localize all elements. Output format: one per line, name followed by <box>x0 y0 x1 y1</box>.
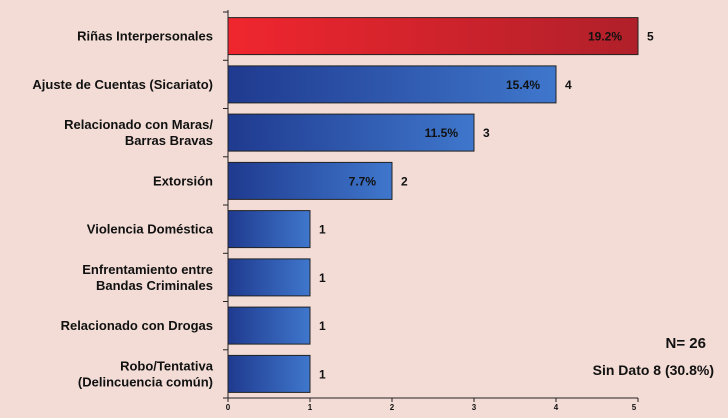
count-label: 4 <box>565 78 572 92</box>
category-label: Relacionado con Maras/Barras Bravas <box>64 117 213 148</box>
percent-label: 11.5% <box>425 126 459 140</box>
count-label: 2 <box>401 174 408 188</box>
x-tick-label: 0 <box>226 403 231 412</box>
category-label: Relacionado con Drogas <box>61 318 213 333</box>
missing-data-note: Sin Dato 8 (30.8%) <box>592 362 714 378</box>
category-label: Riñas Interpersonales <box>77 29 213 44</box>
count-label: 5 <box>647 30 654 44</box>
count-label: 1 <box>319 223 326 237</box>
percent-label: 15.4% <box>506 78 540 92</box>
bar <box>227 17 639 56</box>
x-tick-label: 5 <box>632 403 637 412</box>
category-label: Robo/Tentativa (Delincuencia común) <box>78 358 214 389</box>
count-label: 1 <box>319 367 326 381</box>
percent-label: 7.7% <box>349 174 377 188</box>
bar <box>227 65 557 104</box>
bar <box>227 354 311 393</box>
bar <box>227 161 393 200</box>
sample-size-note: N= 26 <box>665 335 706 352</box>
x-tick-label: 1 <box>308 403 313 412</box>
category-label: Extorsión <box>153 173 213 188</box>
category-label: Ajuste de Cuentas (Sicariato) <box>32 77 213 92</box>
count-label: 1 <box>319 271 326 285</box>
x-tick-label: 2 <box>390 403 395 412</box>
x-tick-label: 3 <box>472 403 477 412</box>
bar <box>227 210 311 249</box>
percent-label: 19.2% <box>588 30 622 44</box>
count-label: 3 <box>483 126 490 140</box>
bar <box>227 258 311 297</box>
count-label: 1 <box>319 319 326 333</box>
category-label: Violencia Doméstica <box>87 222 214 237</box>
category-label: Enfrentamiento entre Bandas Criminales <box>82 262 213 293</box>
bar <box>227 113 475 152</box>
bar <box>227 306 311 345</box>
x-tick-label: 4 <box>554 403 559 412</box>
